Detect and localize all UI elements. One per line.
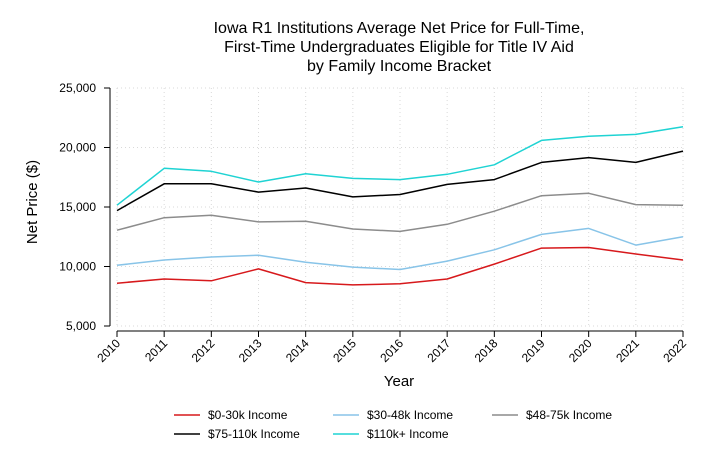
legend-label: $75-110k Income [208, 427, 300, 441]
title-line-1: Iowa R1 Institutions Average Net Price f… [214, 20, 585, 37]
series-lines [116, 125, 684, 286]
legend-item-0: $0-30k Income [174, 408, 288, 422]
series-line-3 [116, 150, 684, 212]
x-tick-label: 2017 [425, 336, 454, 365]
y-axis-title: Net Price ($) [24, 160, 41, 244]
y-tick-label: 10,000 [59, 260, 96, 274]
series-line-4 [116, 125, 684, 206]
x-tick-label: 2012 [189, 336, 218, 365]
title-line-3: by Family Income Bracket [307, 58, 492, 75]
x-tick-label: 2022 [660, 336, 689, 365]
legend-label: $0-30k Income [208, 408, 288, 422]
legend-label: $30-48k Income [367, 408, 453, 422]
x-tick-label: 2013 [236, 336, 265, 365]
legend-item-1: $30-48k Income [333, 408, 453, 422]
title-line-2: First-Time Undergraduates Eligible for T… [224, 39, 574, 56]
x-tick-label: 2016 [377, 336, 406, 365]
legend-item-2: $48-75k Income [492, 408, 612, 422]
legend-item-3: $75-110k Income [174, 427, 300, 441]
x-axis-title: Year [384, 373, 414, 390]
y-tick-label: 20,000 [59, 141, 96, 155]
series-line-2 [116, 192, 684, 233]
gridlines [116, 87, 684, 327]
x-tick-label: 2018 [472, 336, 501, 365]
chart-title: Iowa R1 Institutions Average Net Price f… [214, 20, 585, 75]
x-tick-label: 2011 [142, 336, 170, 364]
y-tick-label: 25,000 [59, 81, 96, 95]
y-tick-label: 5,000 [66, 319, 96, 333]
x-tick-label: 2010 [94, 336, 123, 365]
y-tick-label: 15,000 [59, 200, 96, 214]
x-tick-label: 2014 [283, 336, 312, 365]
axes: 5,000 10,000 15,000 20,000 25,000 2010 2011 201… [59, 81, 689, 365]
series-line-1 [116, 227, 684, 271]
x-tick-label: 2015 [330, 336, 359, 365]
x-tick-label: 2019 [519, 336, 548, 365]
legend-label: $48-75k Income [526, 408, 612, 422]
x-tick-label: 2021 [613, 336, 642, 365]
legend-item-4: $110k+ Income [333, 427, 449, 441]
legend: $0-30k Income $30-48k Income $48-75k Incom… [174, 408, 612, 441]
series-line-0 [116, 246, 684, 286]
legend-label: $110k+ Income [367, 427, 449, 441]
x-tick-label: 2020 [566, 336, 595, 365]
